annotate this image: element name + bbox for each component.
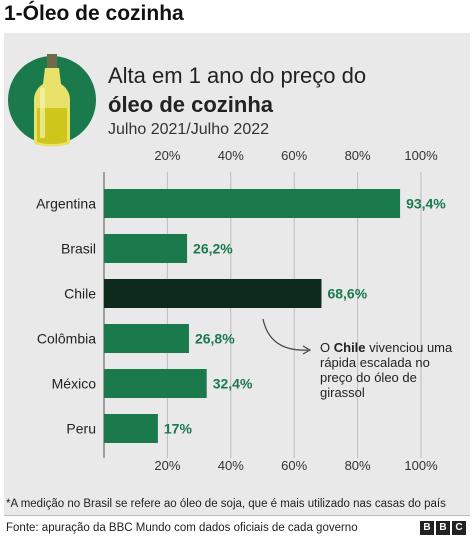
value-label: 68,6%	[327, 286, 367, 302]
chile-annotation: O Chile vivenciou uma rápida escalada no…	[320, 340, 453, 400]
value-label: 17%	[164, 421, 193, 437]
value-label: 93,4%	[406, 196, 446, 212]
bar-argentina	[104, 189, 401, 218]
annotation-arrowhead	[302, 345, 312, 355]
x-tick-label-bottom: 40%	[218, 458, 244, 473]
chart-subtitle: Julho 2021/Julho 2022	[108, 121, 270, 138]
bar-brasil	[104, 234, 188, 263]
x-tick-label-bottom: 100%	[404, 458, 438, 473]
source-note: Fonte: apuração da BBC Mundo com dados o…	[6, 522, 358, 534]
x-tick-label-bottom: 80%	[345, 458, 371, 473]
annotation-arrow	[262, 318, 309, 351]
bar-peru	[104, 414, 158, 443]
category-label: Peru	[66, 421, 96, 437]
category-label: México	[52, 376, 97, 392]
category-label: Brasil	[61, 241, 96, 257]
bar-colômbia	[104, 324, 189, 353]
chart-title-line2: óleo de cozinha	[108, 92, 274, 117]
category-label: Argentina	[36, 196, 96, 212]
x-tick-label-bottom: 60%	[281, 458, 307, 473]
value-label: 26,2%	[193, 241, 233, 257]
page-heading: 1-Óleo de cozinha	[4, 2, 184, 25]
x-tick-label-top: 80%	[345, 148, 371, 163]
value-label: 32,4%	[213, 376, 253, 392]
category-label: Chile	[64, 286, 96, 302]
x-tick-label-top: 60%	[281, 148, 307, 163]
x-tick-label-top: 40%	[218, 148, 244, 163]
footer-divider	[4, 515, 470, 516]
footnote: *A medição no Brasil se refere ao óleo d…	[6, 498, 446, 510]
category-label: Colômbia	[37, 331, 96, 347]
value-label: 26,8%	[195, 331, 235, 347]
bar-chile	[104, 279, 322, 308]
chart-title-line1: Alta em 1 ano do preço do	[108, 63, 367, 88]
x-tick-label-top: 20%	[154, 148, 180, 163]
oil-bottle-icon	[8, 54, 96, 147]
bar-chart: 20% 20% 40% 40% 60% 60% 80% 80% 100% 100% Argentin…	[36, 148, 446, 473]
x-tick-label-top: 100%	[404, 148, 438, 163]
x-tick-label-bottom: 20%	[154, 458, 180, 473]
bar-méxico	[104, 369, 207, 398]
